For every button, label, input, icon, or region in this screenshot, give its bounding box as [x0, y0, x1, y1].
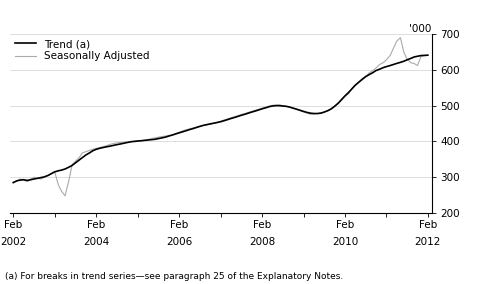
Text: 2004: 2004 — [83, 237, 110, 247]
Text: 2006: 2006 — [166, 237, 192, 247]
Text: Feb: Feb — [419, 220, 437, 230]
Legend: Trend (a), Seasonally Adjusted: Trend (a), Seasonally Adjusted — [15, 39, 150, 61]
Text: Feb: Feb — [336, 220, 354, 230]
Text: 2010: 2010 — [332, 237, 358, 247]
Text: (a) For breaks in trend series—see paragraph 25 of the Explanatory Notes.: (a) For breaks in trend series—see parag… — [5, 272, 343, 281]
Text: 2002: 2002 — [0, 237, 26, 247]
Text: Feb: Feb — [87, 220, 106, 230]
Text: '000: '000 — [409, 24, 432, 34]
Text: Feb: Feb — [170, 220, 188, 230]
Text: Feb: Feb — [253, 220, 271, 230]
Text: Feb: Feb — [4, 220, 22, 230]
Text: 2008: 2008 — [249, 237, 275, 247]
Text: 2012: 2012 — [415, 237, 441, 247]
